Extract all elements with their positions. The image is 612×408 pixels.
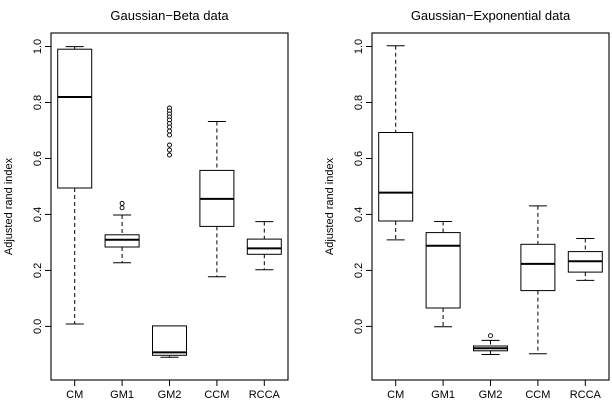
svg-text:0.4: 0.4 xyxy=(32,207,44,222)
svg-text:Gaussian−Beta data: Gaussian−Beta data xyxy=(110,8,229,23)
svg-text:0.0: 0.0 xyxy=(353,319,365,334)
svg-text:GM2: GM2 xyxy=(158,389,182,401)
svg-text:CM: CM xyxy=(387,389,404,401)
svg-text:1.0: 1.0 xyxy=(32,39,44,54)
svg-text:0.2: 0.2 xyxy=(353,263,365,278)
svg-text:Adjusted rand index: Adjusted rand index xyxy=(3,157,15,255)
svg-text:0.2: 0.2 xyxy=(32,263,44,278)
svg-text:GM1: GM1 xyxy=(110,389,134,401)
svg-text:GM2: GM2 xyxy=(479,389,503,401)
svg-text:RCCA: RCCA xyxy=(249,389,281,401)
svg-text:0.6: 0.6 xyxy=(32,151,44,166)
svg-text:GM1: GM1 xyxy=(431,389,455,401)
svg-text:0.4: 0.4 xyxy=(353,207,365,222)
svg-text:CCM: CCM xyxy=(525,389,550,401)
svg-text:1.0: 1.0 xyxy=(353,39,365,54)
svg-text:0.8: 0.8 xyxy=(353,95,365,110)
svg-text:RCCA: RCCA xyxy=(570,389,602,401)
svg-text:Adjusted rand index: Adjusted rand index xyxy=(324,157,336,255)
svg-text:0.6: 0.6 xyxy=(353,151,365,166)
svg-text:0.0: 0.0 xyxy=(32,319,44,334)
svg-text:CCM: CCM xyxy=(204,389,229,401)
svg-text:0.8: 0.8 xyxy=(32,95,44,110)
svg-text:CM: CM xyxy=(66,389,83,401)
svg-text:Gaussian−Exponential data: Gaussian−Exponential data xyxy=(411,8,571,23)
